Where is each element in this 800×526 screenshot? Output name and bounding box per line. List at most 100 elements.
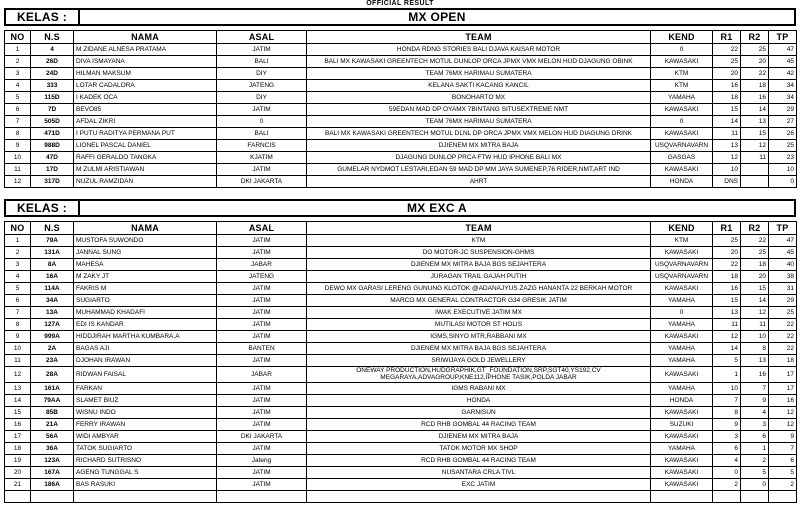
cell-no: 6 [4, 294, 31, 307]
column-header-r1: R1 [712, 221, 741, 235]
results-body-section-2: 1 79A MUSTOFA SUWONDO JATIM KTM KTM 25 22 47 2 131… [4, 234, 797, 503]
cell-r2: 11 [740, 151, 769, 164]
cell-asal: JATENG [216, 270, 307, 283]
cell-kend: 0 [650, 115, 713, 128]
cell-r2: 10 [740, 330, 769, 343]
cell-asal: BALI [216, 127, 307, 140]
cell-asal: JATIM [216, 393, 307, 407]
cell-kend: KAWASAKI [650, 55, 713, 68]
kelas-bar-section-1: KELAS : MX OPEN [4, 8, 796, 26]
cell-team: JURAGAN TRAIL GAJAH PUTIH [306, 270, 651, 283]
table-row: 10 2A BAGAS AJI BANTEN DJIENEM MX MITRA BAJA… [4, 342, 797, 355]
cell-ns: 47D [30, 151, 74, 164]
cell-ns: 13A [30, 306, 74, 319]
cell-r1: 15 [712, 103, 741, 116]
cell-kend: KAWASAKI [650, 330, 713, 343]
cell-r2: 14 [740, 294, 769, 307]
cell-kend: USQVARNAVARN [650, 258, 713, 271]
cell-ns: 115D [30, 91, 74, 104]
cell-kend: KAWASAKI [650, 366, 713, 383]
cell-tp: 47 [768, 234, 797, 247]
cell-team: DO MOTOR-JC SUSPENSION-GHMS [306, 246, 651, 259]
cell-no: 11 [4, 354, 31, 367]
cell-no: 1 [4, 43, 31, 56]
results-table-section-2: NO N.S NAMA ASAL TEAM KEND R1 R2 TP 1 79A… [4, 221, 797, 503]
cell-kend: YAMAHA [650, 294, 713, 307]
table-row: 21 186A BAS RASUKI JATIM EXC JATIM KAWASAKI 2 0… [4, 477, 797, 491]
cell-nama: WISNU INDO [73, 405, 217, 419]
cell-no: 18 [4, 441, 31, 455]
cell-tp: 38 [768, 270, 797, 283]
cell-r1: 13 [712, 306, 741, 319]
cell-r1: 5 [712, 354, 741, 367]
cell-r2: 12 [740, 306, 769, 319]
kelas-label-section-2: KELAS : [4, 199, 80, 217]
cell-kend: KAWASAKI [650, 477, 713, 491]
cell-asal: JATIM [216, 234, 307, 247]
cell-nama: SUGIARTO [73, 294, 217, 307]
cell-ns: 317D [30, 175, 74, 188]
cell-r2: 22 [740, 67, 769, 80]
cell-asal: JATIM [216, 330, 307, 343]
table-row: 7 13A MUHAMMAD KHADAFI JATIM IWAK EXECUTIVE … [4, 306, 797, 319]
cell-no: 15 [4, 405, 31, 419]
cell-no: 9 [4, 139, 31, 152]
cell-team: KELANA SAKTI KACANG KANCIL [306, 79, 651, 92]
cell-kend: KAWASAKI [650, 103, 713, 116]
cell-r2: 1 [740, 441, 769, 455]
cell-asal: DKI JAKARTA [216, 429, 307, 443]
cell-r2: 16 [740, 91, 769, 104]
cell-ns: 79A [30, 234, 74, 247]
cell-kend: KAWASAKI [650, 127, 713, 140]
kelas-value-section-2: MX EXC A [80, 199, 796, 217]
cell-r1: 11 [712, 318, 741, 331]
cell-no: 3 [4, 67, 31, 80]
cell-kend: KAWASAKI [650, 405, 713, 419]
cell-kend [650, 489, 713, 503]
cell-ns: 34A [30, 294, 74, 307]
cell-r1: 9 [712, 417, 741, 431]
cell-r2: 6 [740, 429, 769, 443]
cell-asal: JATIM [216, 417, 307, 431]
cell-asal: JATIM [216, 294, 307, 307]
cell-team: TATOK MOTOR MX SHOP [306, 441, 651, 455]
cell-r1: 7 [712, 393, 741, 407]
cell-team: HONDA RDNG STORIES BALI DJAVA KAISAR MOT… [306, 43, 651, 56]
cell-kend: KTM [650, 67, 713, 80]
column-header-asal: ASAL [216, 221, 307, 235]
column-header-ns: N.S [30, 30, 74, 44]
cell-r1: 14 [712, 115, 741, 128]
cell-tp: 45 [768, 55, 797, 68]
column-header-no: NO [4, 30, 31, 44]
cell-team: DEWO MX GARASI LERENG GUNUNG KLOTOK @ADA… [306, 282, 651, 295]
column-header-no: NO [4, 221, 31, 235]
cell-ns: 988D [30, 139, 74, 152]
cell-no: 5 [4, 91, 31, 104]
cell-nama: M ZULMI ARISTIAWAN [73, 163, 217, 176]
cell-no: 14 [4, 393, 31, 407]
cell-nama: LOTAR CADALORA [73, 79, 217, 92]
cell-nama: AGENG TUNGGAL S [73, 465, 217, 479]
table-row: 9 988D LIONEL PASCAL DANIEL FARNCIS DJIENEM … [4, 139, 797, 152]
cell-tp: 22 [768, 342, 797, 355]
cell-r1: 22 [712, 258, 741, 271]
cell-r2: 7 [740, 381, 769, 395]
cell-nama: BAS RASUKI [73, 477, 217, 491]
cell-r1: 11 [712, 127, 741, 140]
column-header-nama: NAMA [73, 30, 217, 44]
table-row: 8 471D I PUTU RADITYA PERMANA PUT BALI BALI … [4, 127, 797, 140]
cell-nama: AFDAL ZIKRI [73, 115, 217, 128]
cell-tp: 29 [768, 103, 797, 116]
cell-ns: 131A [30, 246, 74, 259]
cell-r2: 11 [740, 318, 769, 331]
cell-asal: JATIM [216, 465, 307, 479]
cell-ns: 16A [30, 270, 74, 283]
cell-team: DJIENEM MX MITRA BAJA [306, 139, 651, 152]
cell-kend: GASGAS [650, 151, 713, 164]
table-row: 5 115D I KADEK OCA DIY BONOHARTO MX YAMAHA 18 1… [4, 91, 797, 104]
cell-ns: 56A [30, 429, 74, 443]
cell-tp: 22 [768, 318, 797, 331]
cell-ns: 167A [30, 465, 74, 479]
